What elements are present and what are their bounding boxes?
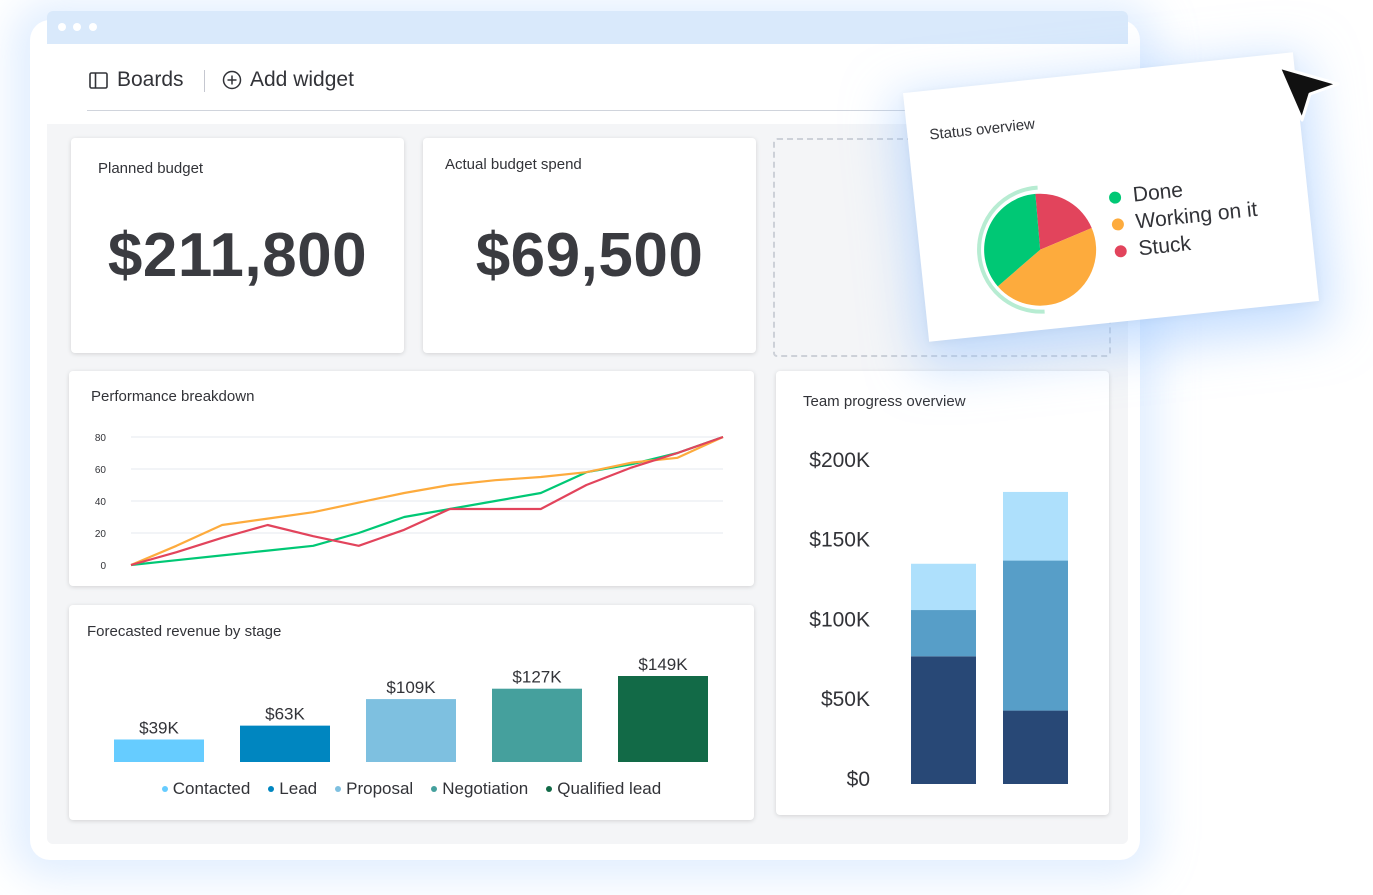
- legend-dot: [1108, 190, 1122, 205]
- performance-widget[interactable]: Performance breakdown 0 20 40 60 80: [69, 371, 754, 586]
- pie-slice: [1035, 193, 1092, 250]
- widget-title: Team progress overview: [803, 393, 966, 410]
- legend-item: Contacted: [161, 779, 251, 799]
- forecast-bar: [240, 725, 330, 762]
- team-stacked-bar-chart: $200K $150K $100K $50K $0: [809, 449, 1068, 791]
- forecast-legend: Contacted Lead Proposal Negotiation Qualifie…: [69, 779, 754, 799]
- legend-label: Proposal: [346, 779, 414, 798]
- stacked-bar-segment: [1003, 710, 1068, 784]
- y-tick-label: $100K: [809, 608, 870, 631]
- boards-icon: [89, 71, 108, 89]
- y-tick-label: $0: [847, 768, 870, 791]
- window-dot: [89, 23, 97, 31]
- toolbar-divider: [204, 70, 205, 92]
- legend-item: Qualified lead: [546, 779, 661, 799]
- status-overview-widget[interactable]: Status overview Done Working on it Stuck: [903, 52, 1319, 342]
- forecast-bar-chart: $39K $63K $109K $127K $149K: [114, 655, 708, 762]
- stacked-bar-segment: [1003, 491, 1068, 561]
- legend-label: Contacted: [172, 779, 251, 798]
- stacked-bar-segment: [1003, 560, 1068, 711]
- forecast-bar: [618, 676, 708, 762]
- stacked-bar-segment: [911, 656, 976, 784]
- widget-title: Forecasted revenue by stage: [87, 623, 282, 640]
- legend-label: Negotiation: [442, 779, 529, 798]
- y-tick-label: 40: [95, 497, 107, 508]
- bar-value-label: $109K: [386, 678, 436, 697]
- cursor-arrow-icon: [1277, 65, 1340, 122]
- stacked-bar-segment: [911, 563, 976, 611]
- legend-item-done: Done: [1108, 179, 1184, 211]
- legend-dot: [546, 786, 553, 792]
- y-tick-label: 20: [95, 529, 107, 540]
- legend-label: Done: [1131, 178, 1185, 207]
- bar-value-label: $149K: [638, 655, 688, 674]
- widget-title: Planned budget: [98, 160, 204, 177]
- y-tick-label: $150K: [809, 529, 870, 552]
- forecast-bar: [114, 739, 204, 762]
- bar-value-label: $63K: [265, 705, 305, 724]
- legend-item-stuck: Stuck: [1114, 232, 1193, 264]
- window-dot: [58, 23, 66, 31]
- toolbar-underline: [87, 110, 978, 111]
- y-tick-label: 60: [95, 465, 107, 476]
- team-progress-widget[interactable]: Team progress overview $200K $150K $100K $5…: [776, 371, 1109, 815]
- bar-value-label: $39K: [139, 718, 179, 737]
- pie-slice: [984, 193, 1041, 287]
- legend-item: Proposal: [335, 779, 413, 799]
- series-line: [130, 435, 724, 567]
- stacked-bar-segment: [911, 610, 976, 657]
- y-tick-label: $50K: [821, 688, 870, 711]
- legend-dot: [268, 786, 275, 792]
- planned-budget-widget[interactable]: Planned budget $211,800: [71, 138, 404, 353]
- legend-dot: [431, 786, 438, 792]
- legend-dot: [1114, 244, 1128, 258]
- status-pie-chart: [977, 185, 1097, 314]
- legend-dot: [1111, 217, 1125, 232]
- y-tick-label: 80: [95, 433, 107, 444]
- legend-label: Qualified lead: [557, 779, 662, 798]
- series-line: [130, 435, 724, 567]
- widget-title: Actual budget spend: [445, 156, 582, 173]
- y-tick-label: 0: [100, 561, 106, 572]
- series-line: [130, 435, 724, 567]
- add-widget-label: Add widget: [250, 68, 354, 91]
- planned-budget-value: $211,800: [107, 221, 368, 290]
- add-circle-icon: [222, 70, 242, 90]
- add-widget-button[interactable]: Add widget: [222, 68, 354, 92]
- y-tick-label: $200K: [809, 449, 870, 472]
- forecast-widget[interactable]: Forecasted revenue by stage $39K $63K $109…: [69, 605, 754, 820]
- actual-budget-widget[interactable]: Actual budget spend $69,500: [423, 138, 756, 353]
- boards-label: Boards: [117, 68, 184, 91]
- legend-dot: [161, 786, 168, 792]
- legend-label: Stuck: [1137, 231, 1193, 261]
- legend-dot: [335, 786, 342, 792]
- legend-label: Lead: [279, 779, 318, 798]
- pie-highlight-ring: [977, 185, 1045, 314]
- forecast-bar: [366, 699, 456, 762]
- legend-item: Lead: [268, 779, 317, 799]
- boards-button[interactable]: Boards: [89, 68, 184, 92]
- legend-item: Negotiation: [431, 779, 528, 799]
- widget-title: Status overview: [928, 115, 1036, 144]
- window-titlebar: [47, 11, 1128, 44]
- actual-budget-value: $69,500: [475, 221, 704, 290]
- bar-value-label: $127K: [512, 668, 562, 687]
- widget-title: Performance breakdown: [91, 388, 255, 405]
- window-dot: [73, 23, 81, 31]
- pie-slice: [997, 227, 1097, 306]
- performance-line-chart: 0 20 40 60 80: [95, 433, 724, 572]
- forecast-bar: [492, 688, 582, 762]
